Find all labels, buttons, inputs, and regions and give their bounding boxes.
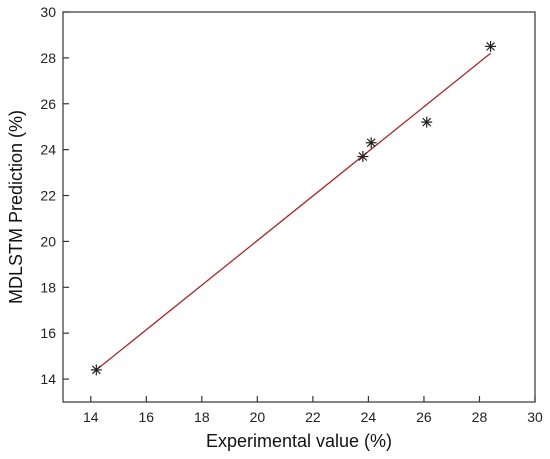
fit-line-layer bbox=[95, 52, 491, 371]
x-tick-label: 26 bbox=[416, 409, 432, 425]
y-tick-label: 16 bbox=[40, 325, 56, 341]
y-axis-title: MDLSTM Prediction (%) bbox=[6, 110, 26, 304]
x-axis-title: Experimental value (%) bbox=[206, 431, 392, 451]
x-tick-label: 30 bbox=[527, 409, 543, 425]
x-tick-label: 14 bbox=[83, 409, 99, 425]
y-tick-label: 20 bbox=[40, 233, 56, 249]
y-tick-label: 18 bbox=[40, 279, 56, 295]
x-tick-label: 18 bbox=[194, 409, 210, 425]
x-tick-label: 16 bbox=[139, 409, 155, 425]
y-axis-ticks: 14 16 18 20 22 24 26 28 30 bbox=[40, 4, 69, 387]
data-point bbox=[485, 40, 497, 52]
y-tick-label: 22 bbox=[40, 188, 56, 204]
y-tick-label: 30 bbox=[40, 4, 56, 20]
y-tick-label: 26 bbox=[40, 96, 56, 112]
data-points-layer bbox=[90, 40, 497, 376]
y-tick-label: 28 bbox=[40, 50, 56, 66]
x-tick-label: 24 bbox=[361, 409, 377, 425]
data-point bbox=[90, 364, 102, 376]
y-tick-label: 24 bbox=[40, 142, 56, 158]
x-tick-label: 20 bbox=[250, 409, 266, 425]
data-point bbox=[421, 116, 433, 128]
data-point bbox=[357, 151, 369, 163]
y-tick-label: 14 bbox=[40, 371, 56, 387]
fit-line bbox=[95, 52, 491, 371]
x-axis-ticks: 14 16 18 20 22 24 26 28 30 bbox=[83, 396, 543, 425]
x-tick-label: 22 bbox=[305, 409, 321, 425]
x-tick-label: 28 bbox=[472, 409, 488, 425]
data-point bbox=[365, 137, 377, 149]
plot-frame bbox=[62, 11, 536, 403]
